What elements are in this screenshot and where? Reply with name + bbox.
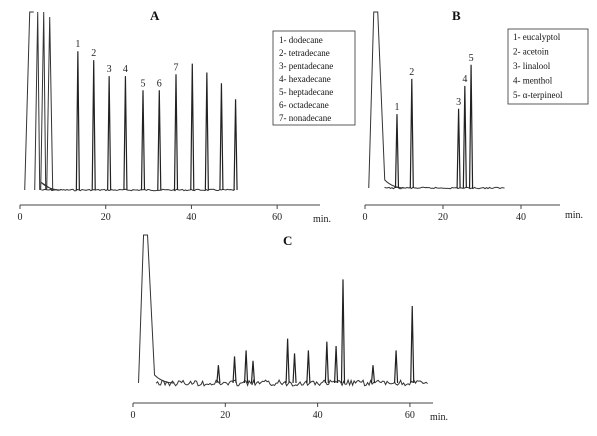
panel-c-solvent-front (138, 234, 175, 384)
panel-c-ticks: 0 20 40 60 (131, 403, 415, 421)
panel-a-peak-label-6: 6 (157, 78, 162, 89)
panel-a-peak-label-3: 3 (107, 64, 112, 75)
panel-b-peak-labels: 1 2 3 45 (394, 53, 473, 113)
panel-b-peak-label-1: 1 (394, 102, 399, 113)
panel-c-peak-6 (292, 353, 297, 384)
panel-a-legend-entry-4: 4- hexadecane (279, 74, 331, 84)
panel-b-peak-label-3: 3 (456, 97, 461, 108)
panel-c-peak-3 (243, 350, 249, 384)
panel-a-tick-label-60: 60 (272, 212, 282, 223)
panel-a-peak-label-2: 2 (91, 48, 96, 59)
panel-c-peak-4 (250, 360, 256, 384)
panel-b-peak-1 (394, 114, 400, 189)
panel-c-peak-5 (285, 338, 290, 384)
panel-a-legend-entry-1: 1- dodecane (279, 35, 323, 45)
panel-a-peak-8 (190, 63, 195, 191)
panel-c-tick-label-40: 40 (313, 410, 323, 421)
panel-a-peak-4 (123, 76, 128, 191)
panel-c-peak-9 (333, 345, 339, 384)
panel-b-peak-3 (456, 108, 461, 189)
panel-b-tick-label-40: 40 (516, 212, 526, 223)
panel-c-peak-1 (216, 365, 221, 384)
panel-b-peak-5 (468, 64, 474, 189)
panel-b-peak-label-4: 4 (462, 74, 467, 85)
panel-b-legend-entry-3: 3- linalool (513, 61, 551, 71)
panel-a-solvent-front (24, 11, 61, 191)
panel-b-legend-entry-4: 4- menthol (513, 76, 553, 86)
panel-a-legend-entry-2: 2- tetradecane (279, 48, 330, 58)
panel-c: C 0 20 40 60 min. (131, 233, 449, 423)
panel-a-peak-label-5: 5 (141, 78, 146, 89)
panel-a-peak-7 (173, 74, 179, 191)
panel-a-tick-label-40: 40 (186, 212, 196, 223)
panel-a-trace-group: 123 4 5 6 7 (24, 11, 238, 192)
panel-b-tick-label-0: 0 (363, 212, 368, 223)
panel-a-legend-box (272, 30, 356, 126)
panel-a-ticks: 0 20 40 60 (18, 205, 282, 223)
panel-b-peak-2 (409, 78, 414, 189)
panel-a-peak-3 (107, 76, 112, 191)
panel-b-peaks (394, 64, 474, 189)
panel-a-peak-6 (157, 90, 162, 191)
panel-a-peaks (75, 51, 238, 191)
panel-c-peaks (216, 279, 415, 384)
panel-c-x-unit: min. (430, 412, 448, 423)
panel-b-legend-entry-1: 1- eucalyptol (513, 32, 561, 42)
panel-a-peak-label-7: 7 (174, 62, 179, 73)
panel-c-peak-7 (306, 350, 311, 384)
panel-a-peak-5 (140, 90, 146, 191)
panel-a-peak-labels: 123 4 5 6 7 (75, 39, 178, 89)
panel-c-peak-13 (410, 305, 415, 384)
panel-a: A 123 4 5 6 7 0 20 40 60 min. 1- dodecane 2- tet… (18, 8, 356, 225)
panel-b-peak-4 (462, 85, 467, 189)
panel-c-peak-2 (232, 356, 237, 384)
panel-a-legend-entry-6: 6- octadecane (279, 100, 329, 110)
panel-a-x-unit: min. (313, 214, 331, 225)
panel-b-solvent-front (368, 11, 405, 189)
panel-a-legend-entry-5: 5- heptadecane (279, 87, 333, 97)
panel-c-baseline-trace (155, 378, 428, 387)
panel-a-legend-entry-7: 7- nonadecane (279, 113, 331, 123)
panel-c-tick-label-0: 0 (131, 410, 136, 421)
panel-c-peak-10 (340, 279, 346, 384)
panel-a-peak-label-1: 1 (75, 39, 80, 50)
panel-a-tick-label-20: 20 (101, 212, 111, 223)
panel-a-peak-2 (91, 60, 96, 191)
panel-a-legend: 1- dodecane 2- tetradecane 3- pentadecane 4… (279, 35, 333, 123)
panel-b: B 1 2 3 45 0 20 40 min. 1- eucalyptol 2- aceto… (363, 8, 589, 223)
panel-a-letter: A (150, 8, 160, 23)
panel-a-baseline-trace (41, 188, 236, 192)
panel-b-legend-entry-2: 2- acetoin (513, 47, 549, 57)
panel-b-x-unit: min. (565, 210, 583, 221)
panel-c-letter: C (283, 233, 292, 248)
panel-b-legend: 1- eucalyptol 2- acetoin 3- linalool 4- men… (513, 32, 563, 100)
panel-b-legend-entry-5: 5- α-terpineol (513, 90, 563, 100)
panel-b-peak-label-2: 2 (409, 67, 414, 78)
panel-a-legend-entry-3: 3- pentadecane (279, 61, 333, 71)
panel-c-tick-label-20: 20 (220, 410, 230, 421)
panel-b-ticks: 0 20 40 (363, 205, 526, 223)
panel-c-peak-11 (370, 365, 376, 384)
panel-b-tick-label-20: 20 (438, 212, 448, 223)
panel-a-peak-9 (204, 72, 209, 191)
panel-b-legend-box (507, 28, 589, 105)
panel-a-tick-label-0: 0 (18, 212, 23, 223)
panel-c-tick-label-60: 60 (405, 410, 415, 421)
panel-a-peak-11 (233, 99, 238, 191)
panel-c-peak-12 (393, 350, 399, 384)
panel-b-peak-label-5: 5 (469, 53, 474, 64)
panel-c-peak-8 (324, 341, 329, 384)
panel-a-peak-1 (75, 51, 80, 191)
panel-b-letter: B (452, 8, 461, 23)
panel-a-peak-label-4: 4 (123, 64, 128, 75)
panel-a-peak-10 (219, 83, 224, 191)
